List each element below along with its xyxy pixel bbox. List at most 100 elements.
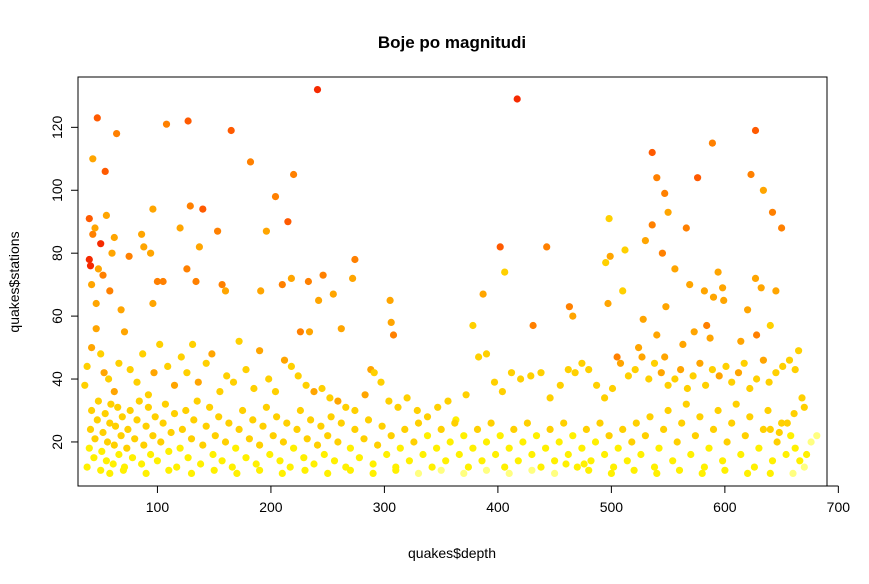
data-point — [613, 353, 621, 361]
data-point — [744, 469, 752, 477]
data-point — [564, 366, 572, 374]
data-point — [772, 369, 780, 377]
data-point — [482, 350, 491, 358]
data-point — [283, 419, 291, 427]
data-point — [759, 425, 768, 433]
data-point — [505, 444, 513, 452]
data-point — [596, 419, 604, 427]
data-point — [803, 450, 811, 459]
data-point — [113, 130, 121, 138]
data-point — [149, 299, 157, 308]
data-point — [746, 384, 754, 393]
data-point — [115, 450, 123, 459]
data-point — [140, 441, 148, 449]
data-point — [349, 274, 357, 282]
data-point — [661, 189, 669, 197]
data-point — [235, 337, 243, 345]
data-point — [210, 466, 218, 474]
data-point — [564, 450, 572, 459]
data-point — [140, 243, 148, 251]
data-point — [115, 359, 123, 367]
data-point — [528, 466, 536, 474]
data-point — [593, 381, 601, 389]
data-point — [546, 425, 554, 433]
data-point — [227, 126, 235, 135]
data-point — [798, 394, 806, 402]
data-point — [176, 224, 184, 232]
data-point — [630, 466, 638, 474]
data-point — [300, 454, 308, 462]
data-point — [478, 457, 486, 465]
data-point — [326, 394, 334, 402]
data-point — [265, 375, 273, 383]
data-point — [650, 359, 659, 367]
data-point — [106, 469, 114, 477]
data-point — [142, 422, 150, 430]
data-point — [694, 174, 702, 182]
data-point — [698, 469, 706, 477]
data-point — [639, 315, 647, 323]
data-point — [89, 155, 97, 163]
data-point — [723, 438, 731, 446]
data-point — [192, 277, 200, 286]
data-point — [262, 227, 270, 235]
data-point — [523, 419, 532, 427]
data-point — [99, 271, 107, 279]
data-point — [740, 359, 748, 367]
data-point — [94, 397, 102, 405]
data-point — [455, 450, 463, 459]
data-point — [90, 454, 98, 462]
data-point — [585, 366, 593, 374]
data-point — [423, 432, 432, 440]
data-point — [310, 460, 318, 468]
data-point — [369, 469, 377, 477]
data-point — [795, 347, 803, 355]
data-point — [638, 353, 646, 361]
data-point — [737, 450, 745, 459]
data-point — [302, 381, 310, 389]
data-point — [102, 457, 110, 465]
data-point — [632, 419, 640, 427]
data-point — [229, 378, 238, 386]
data-point — [709, 425, 718, 433]
data-point — [706, 334, 714, 342]
data-point — [635, 344, 643, 352]
data-point — [256, 441, 264, 449]
data-point — [469, 321, 477, 330]
data-point — [167, 428, 175, 437]
data-point — [646, 413, 654, 421]
data-point — [337, 325, 345, 333]
data-point — [138, 460, 146, 468]
data-point — [664, 381, 672, 389]
data-point — [434, 403, 442, 411]
data-point — [153, 277, 161, 286]
data-point — [800, 463, 808, 471]
y-tick-label: 20 — [49, 434, 65, 450]
data-point — [648, 148, 656, 157]
data-point — [605, 215, 613, 223]
data-point — [108, 249, 116, 257]
data-point — [628, 438, 636, 446]
data-point — [133, 416, 141, 424]
data-point — [779, 362, 787, 370]
data-point — [482, 466, 491, 474]
data-point — [648, 221, 656, 229]
data-point — [86, 425, 95, 433]
data-point — [99, 428, 107, 437]
y-tick-label: 120 — [49, 115, 65, 139]
data-point — [389, 331, 398, 339]
data-point — [245, 435, 253, 443]
data-point — [103, 438, 112, 446]
data-point — [507, 369, 516, 377]
data-point — [720, 296, 728, 304]
data-point — [691, 432, 700, 440]
data-point — [346, 466, 354, 474]
data-point — [437, 425, 445, 433]
data-point — [131, 435, 139, 443]
data-point — [182, 406, 190, 415]
data-point — [753, 331, 761, 339]
data-point — [252, 460, 260, 468]
data-point — [303, 435, 311, 443]
data-point — [766, 321, 774, 330]
data-point — [269, 432, 277, 440]
